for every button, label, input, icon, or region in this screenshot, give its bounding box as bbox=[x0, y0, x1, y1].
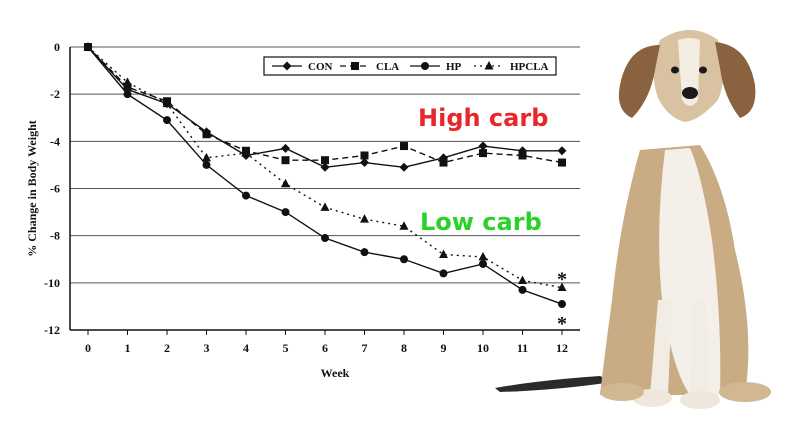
data-point-con bbox=[557, 146, 567, 156]
data-point-cla bbox=[202, 130, 211, 139]
dog-nose bbox=[682, 87, 698, 99]
x-tick-label: 11 bbox=[517, 341, 528, 355]
data-point-cla bbox=[123, 83, 132, 92]
annotation-low-carb: Low carb bbox=[420, 208, 542, 236]
data-point-hp bbox=[202, 160, 211, 169]
data-point-con bbox=[320, 162, 330, 172]
dog-eye-left bbox=[671, 66, 679, 74]
legend-label-con: CON bbox=[308, 61, 333, 73]
data-point-hp bbox=[518, 285, 527, 294]
y-tick-label: -10 bbox=[44, 276, 60, 290]
data-point-hp bbox=[558, 300, 566, 309]
data-point-hp bbox=[123, 90, 132, 99]
x-tick-label: 3 bbox=[204, 341, 210, 355]
x-tick-label: 12 bbox=[556, 341, 568, 355]
dog-hind-paw-left bbox=[600, 383, 644, 401]
data-point-hp bbox=[360, 248, 369, 257]
legend-marker-con bbox=[282, 61, 292, 71]
data-point-hpcla bbox=[557, 282, 567, 292]
data-point-con bbox=[360, 158, 369, 168]
data-point-cla bbox=[479, 149, 487, 158]
legend-marker-cla bbox=[351, 62, 359, 70]
data-point-con bbox=[478, 141, 488, 151]
data-point-hp bbox=[163, 116, 171, 125]
x-tick-label: 1 bbox=[125, 341, 131, 355]
data-point-hpcla bbox=[241, 148, 251, 157]
legend-marker-hp bbox=[421, 62, 429, 70]
data-point-cla bbox=[558, 158, 566, 167]
data-point-hp bbox=[400, 255, 408, 264]
series-hp bbox=[84, 43, 566, 309]
x-tick-label: 7 bbox=[362, 341, 368, 355]
data-point-con bbox=[281, 143, 290, 153]
y-tick-label: -12 bbox=[44, 323, 60, 337]
dog-ear-left bbox=[618, 45, 660, 118]
y-tick-label: -4 bbox=[50, 134, 60, 148]
data-point-hpcla bbox=[83, 42, 93, 51]
significance-star-hpcla: * bbox=[557, 269, 567, 291]
tick-labels: 0 1 2 3 4 5 6 7 8 9 10 11 120-2-4-6-8-10-12 bbox=[44, 40, 568, 355]
x-tick-label: 4 bbox=[243, 341, 249, 355]
annotation-high-carb: High carb bbox=[418, 104, 548, 132]
data-point-cla bbox=[281, 156, 290, 165]
y-tick-label: -2 bbox=[50, 87, 60, 101]
dog-paw-right bbox=[680, 391, 720, 409]
data-point-hpcla bbox=[439, 249, 448, 259]
data-point-cla bbox=[518, 151, 527, 160]
data-point-hpcla bbox=[478, 251, 488, 261]
legend-label-hpcla: HPCLA bbox=[510, 61, 549, 73]
x-tick-label: 2 bbox=[164, 341, 170, 355]
data-point-cla bbox=[400, 142, 408, 151]
data-point-cla bbox=[321, 156, 329, 165]
data-point-hpcla bbox=[202, 152, 211, 162]
data-point-cla bbox=[360, 151, 369, 160]
data-point-hp bbox=[479, 259, 487, 268]
data-point-hp bbox=[439, 269, 448, 278]
series-hpcla bbox=[83, 42, 567, 292]
data-point-hpcla bbox=[320, 202, 330, 211]
x-tick-label: 9 bbox=[441, 341, 447, 355]
x-tick-label: 10 bbox=[477, 341, 489, 355]
legend: CON CLA HP HPCLA bbox=[263, 56, 557, 76]
x-tick-label: 0 bbox=[85, 341, 91, 355]
legend-label-cla: CLA bbox=[376, 61, 399, 73]
y-tick-label: 0 bbox=[54, 40, 60, 54]
y-axis-label: % Change in Body Weight bbox=[25, 120, 39, 256]
data-point-hp bbox=[321, 234, 329, 243]
dog-tail bbox=[495, 376, 612, 392]
dog-front-leg-right bbox=[690, 300, 708, 395]
dog-ear-right bbox=[715, 42, 756, 118]
legend-label-hp: HP bbox=[446, 61, 462, 73]
data-point-con bbox=[399, 162, 409, 172]
series-layer bbox=[83, 42, 567, 309]
data-point-cla bbox=[439, 158, 448, 167]
x-axis-label: Week bbox=[321, 366, 350, 380]
data-point-hpcla bbox=[518, 275, 527, 284]
data-point-hpcla bbox=[281, 178, 290, 188]
dog-eye-right bbox=[699, 66, 707, 74]
dog-image bbox=[495, 30, 771, 409]
y-tick-label: -6 bbox=[50, 182, 60, 196]
data-point-hpcla bbox=[123, 77, 132, 86]
data-point-hp bbox=[242, 191, 250, 200]
x-tick-label: 8 bbox=[401, 341, 407, 355]
dog-hind-paw bbox=[719, 382, 771, 402]
data-point-hpcla bbox=[399, 221, 409, 230]
data-point-hpcla bbox=[162, 98, 172, 108]
x-tick-label: 6 bbox=[322, 341, 328, 355]
data-point-hp bbox=[281, 208, 290, 217]
dog-front-leg-left bbox=[650, 300, 672, 395]
data-point-hpcla bbox=[360, 214, 369, 223]
significance-star-hp: * bbox=[557, 313, 567, 335]
y-tick-label: -8 bbox=[50, 229, 60, 243]
x-tick-label: 5 bbox=[283, 341, 289, 355]
legend-marker-hpcla bbox=[484, 61, 494, 70]
